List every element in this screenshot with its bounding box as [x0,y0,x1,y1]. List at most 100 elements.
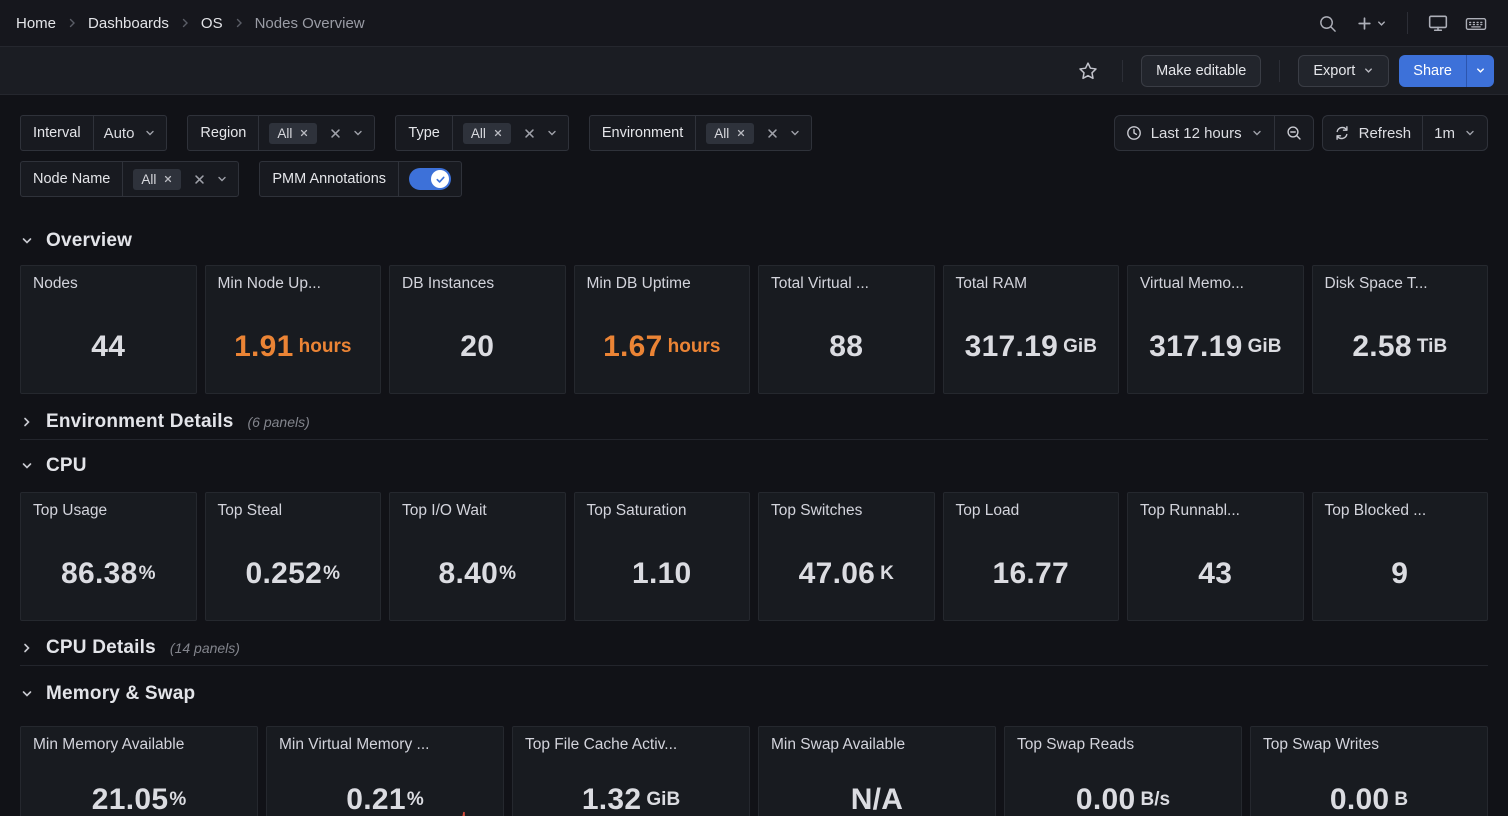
environment-label: Environment [590,116,697,150]
share-button[interactable]: Share [1399,54,1466,87]
stat-panel-top-file-cache[interactable]: Top File Cache Activ... 1.32 GiB [512,726,750,816]
panel-title: Top Runnabl... [1140,502,1240,519]
stat-value: 86.38 [61,557,138,590]
export-button[interactable]: Export [1298,54,1390,87]
time-range-picker[interactable]: Last 12 hours [1115,116,1274,150]
stat-unit: % [499,563,516,584]
search-icon[interactable] [1311,7,1343,39]
stat-value: 9 [1391,557,1409,590]
environment-select[interactable]: All [696,116,811,150]
stat-panel-top-runnable[interactable]: Top Runnabl... 43 [1127,492,1304,621]
share-button-group: Share [1399,54,1494,87]
refresh-button[interactable]: Refresh [1323,116,1423,150]
panel-title: Virtual Memo... [1140,275,1244,292]
type-select[interactable]: All [453,116,568,150]
chevron-down-icon [144,127,156,139]
section-header-environment-details[interactable]: Environment Details (6 panels) [20,404,1488,440]
panel-title: Min DB Uptime [586,275,691,292]
environment-chip[interactable]: All [706,122,755,144]
breadcrumb-os[interactable]: OS [200,14,223,32]
stat-panel-min-memory-available[interactable]: Min Memory Available 21.05% [20,726,258,816]
stat-panel-nodes[interactable]: Nodes 44 [20,265,197,394]
stat-value: 8.40 [438,557,499,590]
refresh-interval-picker[interactable]: 1m [1422,116,1487,150]
breadcrumb-home[interactable]: Home [16,14,57,32]
panel-title: Top Load [955,502,1020,519]
make-editable-button[interactable]: Make editable [1141,54,1262,87]
stat-unit: hours [667,336,721,357]
stat-value: 0.21 [346,782,406,816]
stat-unit: GiB [1063,336,1097,357]
node-name-chip[interactable]: All [133,168,182,190]
chevron-down-icon [789,127,801,139]
chevron-down-icon [216,173,228,185]
region-select[interactable]: All [259,116,374,150]
section-header-overview[interactable]: Overview [20,223,1488,259]
stat-panel-min-swap-available[interactable]: Min Swap Available N/A [758,726,996,816]
node-name-filter: Node Name All [20,161,240,197]
chevron-down-icon [1251,127,1263,139]
remove-chip-icon[interactable] [493,128,503,138]
remove-chip-icon[interactable] [736,128,746,138]
panel-title: Total Virtual ... [771,275,869,292]
stat-panel-top-load[interactable]: Top Load 16.77 [942,492,1119,621]
panel-title: Min Node Up... [217,275,321,292]
stat-panel-total-virtual[interactable]: Total Virtual ... 88 [758,265,935,394]
star-icon[interactable] [1072,55,1104,87]
time-controls: Last 12 hours [1113,115,1488,151]
chevron-down-icon [546,127,558,139]
breadcrumb-dashboards[interactable]: Dashboards [88,14,169,32]
stat-unit: GiB [646,788,681,810]
stat-value: 0.00 [1329,782,1390,816]
stat-panel-virtual-memory[interactable]: Virtual Memo... 317.19 GiB [1127,265,1304,394]
clear-selection-icon[interactable] [329,127,342,140]
clear-selection-icon[interactable] [766,127,779,140]
stat-panel-top-swap-writes[interactable]: Top Swap Writes 0.00 B [1250,726,1488,816]
keyboard-shortcuts-icon[interactable] [1460,7,1492,39]
stat-panel-top-steal[interactable]: Top Steal 0.252% [204,492,381,621]
share-dropdown-button[interactable] [1466,54,1494,87]
stat-panel-top-blocked[interactable]: Top Blocked ... 9 [1311,492,1488,621]
remove-chip-icon[interactable] [299,128,309,138]
stat-panel-db-instances[interactable]: DB Instances 20 [389,265,566,394]
stat-value: 20 [460,330,495,363]
interval-label: Interval [21,116,94,150]
section-header-cpu[interactable]: CPU [20,448,1488,484]
stat-value: 2.58 [1352,330,1412,363]
pmm-annotations-toggle[interactable] [409,168,452,190]
interval-value: Auto [103,124,135,142]
chevron-right-icon [233,17,245,29]
stat-panel-min-db-uptime[interactable]: Min DB Uptime 1.67 hours [573,265,750,394]
pmm-annotations-control: PMM Annotations [259,161,463,197]
stat-panel-top-io-wait[interactable]: Top I/O Wait 8.40% [389,492,566,621]
stat-panel-top-switches[interactable]: Top Switches 47.06 K [758,492,935,621]
stat-unit: % [406,788,424,810]
section-title: CPU [46,455,87,476]
stat-panel-top-usage[interactable]: Top Usage 86.38% [20,492,197,621]
stat-value: 44 [91,330,126,363]
add-new-button[interactable] [1349,7,1393,39]
interval-select[interactable]: Auto [94,116,167,150]
clear-selection-icon[interactable] [523,127,536,140]
remove-chip-icon[interactable] [163,174,173,184]
stat-panel-min-virtual-memory[interactable]: Min Virtual Memory ... 0.21% [266,726,504,816]
stat-panel-min-node-uptime[interactable]: Min Node Up... 1.91 hours [204,265,381,394]
divider [1279,59,1281,82]
stat-unit: % [138,563,156,584]
section-header-cpu-details[interactable]: CPU Details (14 panels) [20,630,1488,666]
stat-panel-top-swap-reads[interactable]: Top Swap Reads 0.00 B/s [1004,726,1242,816]
stat-panel-total-ram[interactable]: Total RAM 317.19 GiB [942,265,1119,394]
stat-unit: % [169,788,187,810]
clear-selection-icon[interactable] [193,173,206,186]
kiosk-monitor-icon[interactable] [1422,7,1454,39]
stat-panel-top-saturation[interactable]: Top Saturation 1.10 [573,492,750,621]
type-chip[interactable]: All [462,122,511,144]
region-label: Region [188,116,260,150]
node-name-select[interactable]: All [123,162,238,196]
section-header-memory-swap[interactable]: Memory & Swap [20,676,1488,712]
zoom-out-time-button[interactable] [1273,116,1313,150]
panel-title: Top Swap Writes [1263,736,1380,753]
stat-panel-disk-space[interactable]: Disk Space T... 2.58 TiB [1311,265,1488,394]
chevron-right-icon [66,17,78,29]
region-chip[interactable]: All [269,122,318,144]
